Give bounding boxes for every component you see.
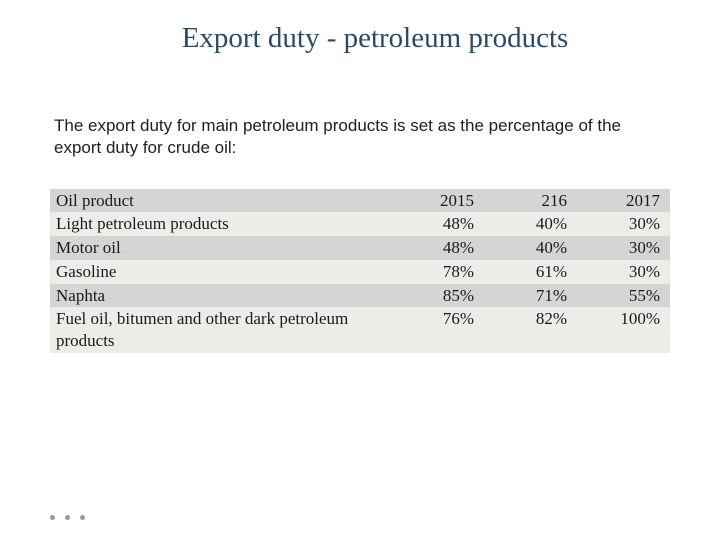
dot-icon [50, 515, 55, 520]
row-val: 48% [391, 236, 484, 260]
slide-title: Export duty - petroleum products [50, 22, 670, 55]
row-label: Naphta [50, 284, 391, 308]
footer-dots [50, 515, 85, 520]
row-val: 100% [577, 307, 670, 353]
table-header-2015: 2015 [391, 189, 484, 213]
table-row: Motor oil 48% 40% 30% [50, 236, 670, 260]
table-row: Light petroleum products 48% 40% 30% [50, 212, 670, 236]
row-val: 55% [577, 284, 670, 308]
slide-description: The export duty for main petroleum produ… [50, 115, 670, 159]
table-header-216: 216 [484, 189, 577, 213]
row-label: Gasoline [50, 260, 391, 284]
row-val: 30% [577, 260, 670, 284]
table-row: Gasoline 78% 61% 30% [50, 260, 670, 284]
slide-container: Export duty - petroleum products The exp… [0, 0, 720, 540]
row-val: 40% [484, 212, 577, 236]
row-val: 76% [391, 307, 484, 353]
row-val: 30% [577, 236, 670, 260]
table-header-label: Oil product [50, 189, 391, 213]
duty-table: Oil product 2015 216 2017 Light petroleu… [50, 189, 670, 353]
row-label: Fuel oil, bitumen and other dark petrole… [50, 307, 391, 353]
row-val: 61% [484, 260, 577, 284]
row-val: 40% [484, 236, 577, 260]
table-header-row: Oil product 2015 216 2017 [50, 189, 670, 213]
table-row: Fuel oil, bitumen and other dark petrole… [50, 307, 670, 353]
row-val: 71% [484, 284, 577, 308]
row-label: Light petroleum products [50, 212, 391, 236]
row-val: 82% [484, 307, 577, 353]
row-val: 30% [577, 212, 670, 236]
dot-icon [65, 515, 70, 520]
row-val: 48% [391, 212, 484, 236]
row-val: 78% [391, 260, 484, 284]
table-header-2017: 2017 [577, 189, 670, 213]
dot-icon [80, 515, 85, 520]
row-val: 85% [391, 284, 484, 308]
table-row: Naphta 85% 71% 55% [50, 284, 670, 308]
row-label: Motor oil [50, 236, 391, 260]
